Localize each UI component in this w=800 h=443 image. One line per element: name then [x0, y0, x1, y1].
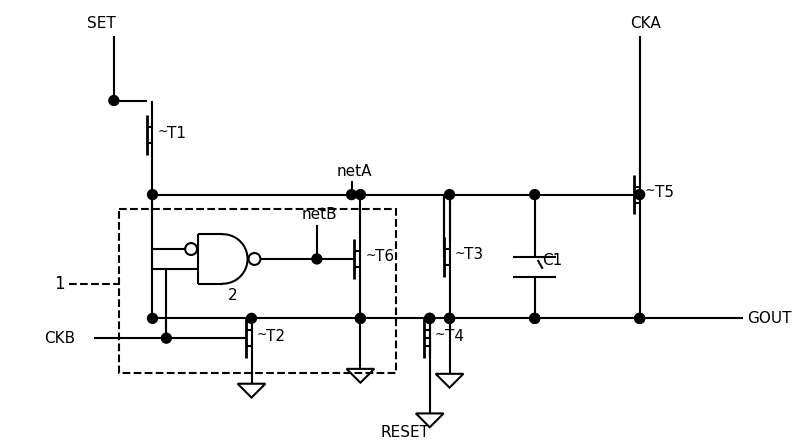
Circle shape [147, 190, 158, 199]
Circle shape [355, 313, 366, 323]
Circle shape [530, 313, 540, 323]
Text: T1: T1 [167, 126, 186, 141]
Circle shape [109, 96, 119, 105]
Bar [119, 210, 396, 373]
Text: SET: SET [87, 16, 116, 31]
Text: netB: netB [302, 207, 338, 222]
Circle shape [346, 190, 357, 199]
Circle shape [246, 313, 257, 323]
Circle shape [634, 313, 645, 323]
Text: RESET: RESET [381, 425, 430, 440]
Text: ∼: ∼ [366, 249, 376, 261]
Circle shape [445, 190, 454, 199]
Text: T6: T6 [375, 249, 394, 264]
Circle shape [312, 254, 322, 264]
Text: ∼: ∼ [645, 184, 655, 197]
Text: ∼: ∼ [158, 125, 168, 138]
Circle shape [355, 190, 366, 199]
Text: ∼: ∼ [454, 246, 465, 260]
Circle shape [147, 313, 158, 323]
Text: T2: T2 [266, 329, 286, 344]
Circle shape [355, 313, 366, 323]
Text: T4: T4 [445, 329, 463, 344]
Text: CKA: CKA [630, 16, 661, 31]
Circle shape [530, 190, 540, 199]
Circle shape [445, 313, 454, 323]
Circle shape [634, 190, 645, 199]
Circle shape [530, 313, 540, 323]
Text: netA: netA [337, 164, 372, 179]
Text: CKB: CKB [45, 330, 76, 346]
Circle shape [425, 313, 434, 323]
Text: T3: T3 [464, 248, 483, 263]
Text: ∼: ∼ [434, 328, 445, 341]
Circle shape [162, 333, 171, 343]
Text: 1: 1 [54, 275, 65, 293]
Circle shape [634, 313, 645, 323]
Circle shape [425, 313, 434, 323]
Text: ∼: ∼ [257, 328, 267, 341]
Text: GOUT: GOUT [747, 311, 792, 326]
Text: 2: 2 [228, 288, 238, 303]
Text: T5: T5 [654, 185, 674, 200]
Text: C1: C1 [542, 253, 563, 268]
Circle shape [445, 313, 454, 323]
